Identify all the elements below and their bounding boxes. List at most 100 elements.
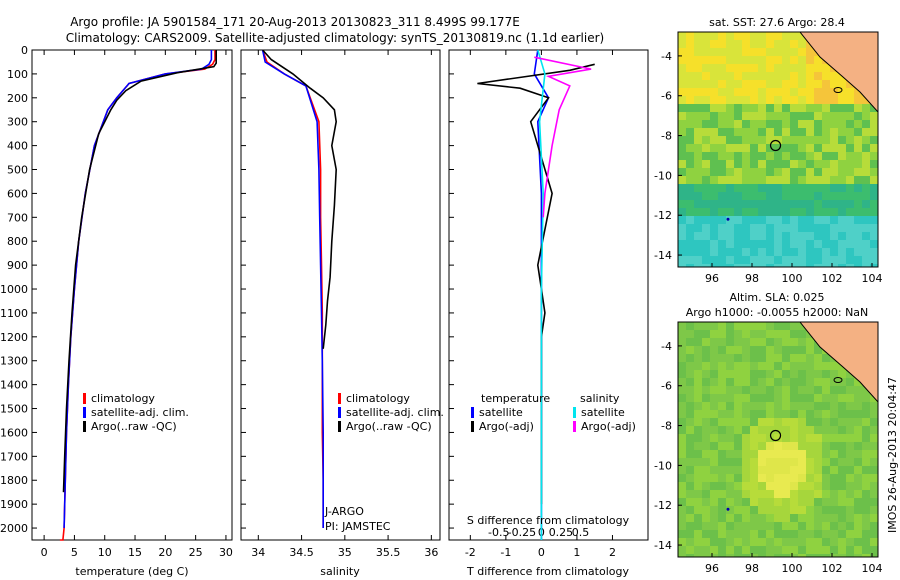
- map-cell: [678, 538, 686, 546]
- map-cell: [838, 426, 846, 434]
- argo-location-marker: [769, 429, 782, 442]
- map-cell: [686, 88, 694, 96]
- map-x-tick-label: 98: [745, 562, 759, 575]
- map-cell: [734, 104, 742, 112]
- map-cell: [758, 152, 766, 160]
- map-cell: [798, 96, 806, 104]
- map-cell: [734, 434, 742, 442]
- map-cell: [750, 482, 758, 490]
- map-cell: [726, 136, 734, 144]
- map-cell: [838, 530, 846, 538]
- map-cell: [686, 112, 694, 120]
- map-cell: [798, 192, 806, 200]
- map-cell: [830, 80, 838, 88]
- map-cell: [774, 80, 782, 88]
- map-cell: [774, 394, 782, 402]
- map-cell: [814, 482, 822, 490]
- map-cell: [838, 120, 846, 128]
- x-tick-label: 35: [338, 546, 352, 559]
- map-cell: [830, 530, 838, 538]
- x-tick-label: 2: [609, 546, 616, 559]
- map-cell: [702, 80, 710, 88]
- legend-label: satellite-adj. clim.: [91, 406, 189, 419]
- map-cell: [702, 224, 710, 232]
- map-cell: [774, 522, 782, 530]
- map-cell: [686, 378, 694, 386]
- map-cell: [806, 64, 814, 72]
- map-cell: [838, 112, 846, 120]
- map-cell: [798, 264, 806, 267]
- map-cell: [742, 530, 750, 538]
- map-cell: [750, 72, 758, 80]
- map-cell: [806, 184, 814, 192]
- map-cell: [742, 386, 750, 394]
- map-cell: [766, 370, 774, 378]
- map-cell: [710, 354, 718, 362]
- map-cell: [710, 176, 718, 184]
- map-cell: [742, 88, 750, 96]
- map-cell: [870, 128, 878, 136]
- map-cell: [686, 546, 694, 554]
- map-cell: [726, 144, 734, 152]
- map-cell: [774, 88, 782, 96]
- map-cell: [726, 216, 734, 224]
- map-cell: [790, 40, 798, 48]
- map-cell: [830, 232, 838, 240]
- map-cell: [678, 56, 686, 64]
- map-cell: [862, 176, 870, 184]
- map-cell: [742, 248, 750, 256]
- map-cell: [726, 256, 734, 264]
- map-cell: [862, 410, 870, 418]
- map-cell: [766, 248, 774, 256]
- map-cell: [734, 216, 742, 224]
- map-cell: [806, 72, 814, 80]
- map-cell: [710, 80, 718, 88]
- map-cell: [726, 248, 734, 256]
- map-cell: [710, 466, 718, 474]
- map-cell: [870, 136, 878, 144]
- map-cell: [774, 32, 782, 40]
- map-cell: [830, 88, 838, 96]
- map-cell: [870, 168, 878, 176]
- map-cell: [798, 80, 806, 88]
- map-cell: [766, 88, 774, 96]
- x-tick-label: 5: [71, 546, 78, 559]
- map-cell: [742, 128, 750, 136]
- map-cell: [822, 240, 830, 248]
- map-cell: [702, 506, 710, 514]
- map-cell: [678, 48, 686, 56]
- map-cell: [838, 160, 846, 168]
- map-cell: [782, 474, 790, 482]
- map-cell: [814, 248, 822, 256]
- map-cell: [686, 200, 694, 208]
- map-y-tick-label: -10: [654, 169, 672, 182]
- map-cell: [742, 546, 750, 554]
- map-cell: [726, 200, 734, 208]
- map-cell: [734, 482, 742, 490]
- difference-xlabel: T difference from climatology: [466, 565, 629, 578]
- map-cell: [718, 152, 726, 160]
- map-cell: [758, 506, 766, 514]
- map-cell: [710, 490, 718, 498]
- map-cell: [686, 506, 694, 514]
- map-cell: [838, 184, 846, 192]
- map-cell: [870, 216, 878, 224]
- map-cell: [750, 184, 758, 192]
- map-cell: [678, 442, 686, 450]
- map-cell: [710, 136, 718, 144]
- sst-map-panel: sat. SST: 27.6 Argo: 28.4 96 98 100 102 104-…: [654, 16, 882, 285]
- map-cell: [718, 120, 726, 128]
- map-cell: [766, 128, 774, 136]
- map-cell: [806, 506, 814, 514]
- map-cell: [814, 514, 822, 522]
- map-cell: [718, 224, 726, 232]
- map-cell: [694, 346, 702, 354]
- map-cell: [718, 426, 726, 434]
- map-cell: [846, 538, 854, 546]
- map-cell: [854, 522, 862, 530]
- map-cell: [862, 442, 870, 450]
- map-cell: [814, 136, 822, 144]
- map-cell: [814, 208, 822, 216]
- map-cell: [838, 144, 846, 152]
- map-cell: [862, 264, 870, 267]
